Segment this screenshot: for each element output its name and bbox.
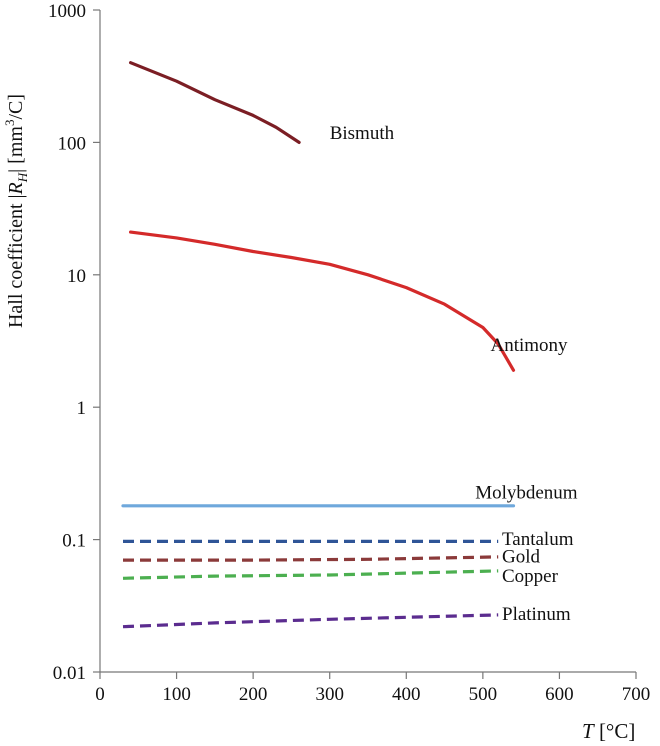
series-line-bismuth xyxy=(129,61,301,144)
y-tick-label: 0.01 xyxy=(53,663,86,684)
series-label-platinum: Platinum xyxy=(502,604,571,625)
x-tick-label: 400 xyxy=(392,684,421,705)
series-line-antimony xyxy=(129,230,516,372)
series-label-molybdenum: Molybdenum xyxy=(475,483,578,504)
x-ticks: 0 100 200 300 400 500 600 700 xyxy=(95,672,650,705)
series-label-antimony: Antimony xyxy=(491,335,569,356)
x-tick-label: 600 xyxy=(545,684,574,705)
x-tick-label: 300 xyxy=(315,684,344,705)
y-tick-label: 0.1 xyxy=(62,531,86,552)
series-label-gold: Gold xyxy=(502,546,541,567)
y-tick-label: 1 xyxy=(77,398,87,419)
x-tick-label: 500 xyxy=(469,684,498,705)
series-label-tantalum: Tantalum xyxy=(502,529,574,550)
x-tick-label: 200 xyxy=(239,684,268,705)
series-line-gold xyxy=(123,555,499,562)
series-lines xyxy=(121,61,516,629)
x-tick-label: 100 xyxy=(162,684,191,705)
x-axis-title: T [°C] xyxy=(582,719,635,743)
y-ticks: 0.01 0.1 1 10 100 1000 xyxy=(48,1,100,684)
y-tick-label: 100 xyxy=(58,133,87,154)
series-labels: Bismuth Antimony Molybdenum TantalumGoldCop… xyxy=(330,123,578,625)
x-tick-label: 0 xyxy=(95,684,105,705)
y-tick-label: 1000 xyxy=(48,1,86,22)
series-line-platinum xyxy=(122,613,499,629)
x-tick-label: 700 xyxy=(622,684,651,705)
axes xyxy=(99,10,636,673)
series-label-copper: Copper xyxy=(502,566,559,587)
series-label-bismuth: Bismuth xyxy=(330,123,395,144)
y-axis-title: Hall coefficient |RH| [mm3/C] xyxy=(2,94,30,328)
series-line-copper xyxy=(122,569,499,580)
y-tick-label: 10 xyxy=(67,266,86,287)
